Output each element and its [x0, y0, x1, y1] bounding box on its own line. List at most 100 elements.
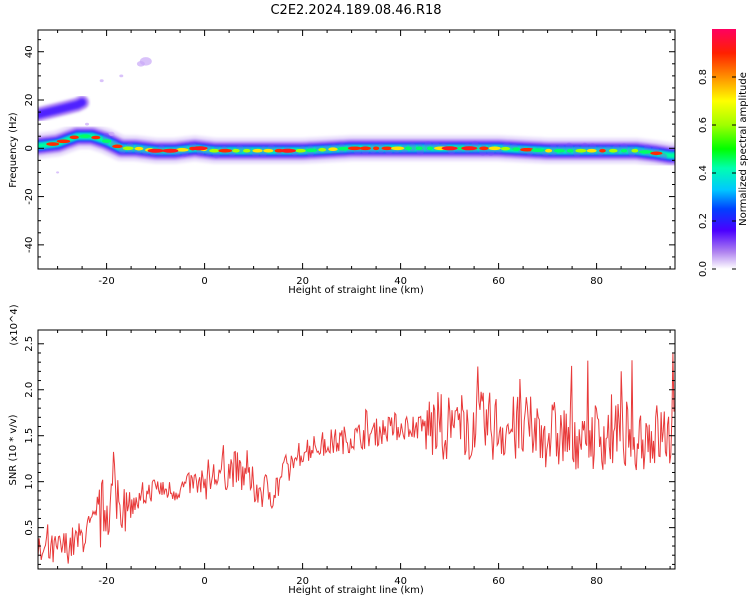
spectrogram-peak — [79, 134, 91, 139]
spectrogram-peak — [520, 147, 534, 152]
spectrogram-speck — [136, 60, 145, 67]
spectrogram-x-tick-label: 60 — [492, 276, 505, 287]
spectrogram-speck — [108, 131, 115, 136]
spectrogram-peak — [46, 142, 60, 146]
snr-y-tick-label: 2.5 — [24, 336, 35, 352]
snr-x-tick-label: 20 — [296, 576, 309, 587]
spectrogram-peak — [586, 148, 597, 153]
spectrogram-peak — [404, 146, 412, 151]
spectrogram-peak — [134, 146, 144, 151]
spectrogram-peak — [391, 146, 405, 151]
spectrogram-peak — [328, 147, 338, 152]
spectrogram-y-tick-label: -40 — [24, 237, 35, 253]
spectrogram-peak-strong — [461, 146, 478, 151]
spectrogram-peak — [252, 148, 263, 153]
spectrogram-axes: -20 0 20 40 60 80 40 20 0 -20 -40 — [24, 30, 675, 287]
spectrogram-peak — [56, 139, 71, 144]
snr-frame — [37, 329, 676, 570]
spectrogram-peak — [112, 144, 123, 149]
spectrogram-peak — [415, 146, 423, 151]
spectrogram-peak — [609, 148, 618, 153]
spectrogram-y-tick-label: 0 — [24, 145, 35, 151]
spectrogram-peak — [218, 148, 232, 153]
spectrogram-peak — [101, 139, 112, 143]
spectrogram-peak — [631, 148, 639, 153]
spectrogram-peak-strong — [162, 148, 179, 153]
spectrogram-speck — [119, 74, 124, 78]
spectrogram-peak — [295, 148, 306, 153]
snr-y-tick-label: 0.5 — [24, 520, 35, 536]
figure-title: C2E2.2024.189.08.46.R18 — [270, 3, 441, 18]
spectrogram-peak — [553, 148, 565, 153]
snr-x-tick-label: 80 — [590, 576, 603, 587]
spectrogram-x-tick-label: 80 — [590, 276, 603, 287]
colorbar-tick-label: 0.6 — [698, 117, 709, 133]
spectrogram-panel: -20 0 20 40 60 80 40 20 0 -20 -40 Height of straig… — [8, 29, 676, 296]
spectrogram-peak — [347, 146, 362, 151]
snr-panel: -20 0 20 40 60 80 0.5 1.0 1.5 2.0 2.5 Height of st… — [8, 304, 676, 596]
snr-x-tick-label: -20 — [98, 576, 114, 587]
spectrogram-blob — [212, 146, 221, 159]
snr-y-tick-label: 1.0 — [24, 474, 35, 490]
spectrogram-peak — [91, 135, 101, 140]
spectrogram-peak — [122, 146, 134, 151]
spectrogram-speck — [99, 79, 104, 83]
spectrogram-peak — [69, 135, 79, 140]
spectrogram-peak — [359, 146, 372, 151]
spectrogram-x-tick-label: -20 — [98, 276, 114, 287]
spectrogram-peak — [488, 146, 501, 151]
spectrogram-y-tick-label: -20 — [24, 188, 35, 204]
spectrogram-peak — [232, 148, 240, 153]
colorbar-tick-label: 0.2 — [698, 213, 709, 229]
spectrogram-x-tick-label: 40 — [394, 276, 407, 287]
spectrogram-peak — [243, 148, 251, 153]
spectrogram-x-label: Height of straight line (km) — [288, 285, 424, 296]
spectrogram-speck — [56, 171, 60, 174]
colorbar-ticks: 0.0 0.2 0.4 0.6 0.8 — [698, 69, 736, 277]
spectrogram-peak-strong — [147, 148, 164, 153]
spectrogram-peak — [650, 151, 663, 156]
spectrogram-peak-strong — [279, 148, 296, 153]
spectrogram-peak — [263, 148, 274, 153]
spectrogram-speck — [85, 122, 89, 126]
spectrogram-blob — [400, 144, 409, 153]
colorbar: 0.0 0.2 0.4 0.6 0.8 Normalized spectral ampl… — [698, 29, 749, 277]
snr-y-multiplier: (x10^4) — [9, 304, 20, 345]
spectrogram-peak — [638, 150, 653, 154]
spectrogram-blob — [549, 144, 558, 156]
snr-x-tick-label: 40 — [394, 576, 407, 587]
colorbar-tick-label: 0.8 — [698, 69, 709, 85]
spectrogram-blob — [377, 143, 385, 154]
snr-y-tick-label: 1.5 — [24, 428, 35, 444]
spectrogram-peak-strong — [441, 146, 458, 151]
spectrogram-y-tick-label: 20 — [24, 94, 35, 107]
spectrogram-peak — [575, 148, 587, 153]
spectrogram-upper-branch — [38, 98, 87, 119]
spectrogram-blob — [659, 153, 668, 160]
spectrogram-peak — [621, 148, 628, 153]
spectrogram-peak — [500, 146, 511, 151]
snr-x-tick-label: 60 — [492, 576, 505, 587]
spectrogram-peak — [175, 148, 189, 152]
spectrogram-peak — [337, 146, 350, 151]
spectrogram-heatmap — [38, 57, 675, 174]
colorbar-tick-label: 0.4 — [698, 165, 709, 181]
spectrogram-blob — [486, 144, 495, 156]
spectrogram-blob — [478, 144, 487, 156]
colorbar-tick-label: 0.0 — [698, 261, 709, 277]
spectrogram-blob — [259, 146, 268, 158]
spectrogram-peak-strong — [191, 146, 208, 151]
spectrogram-peak — [531, 148, 545, 153]
spectrogram-peak — [209, 148, 220, 153]
spectrogram-peak — [545, 148, 553, 153]
spectrogram-peak — [479, 146, 489, 151]
spectrogram-x-tick-label: 20 — [296, 276, 309, 287]
spectrogram-y-label: Frequency (Hz) — [8, 112, 19, 188]
snr-x-tick-label: 0 — [201, 576, 207, 587]
spectrogram-y-tick-label: 40 — [24, 45, 35, 58]
snr-y-label: SNR (10 * v/v) — [8, 414, 19, 485]
snr-y-tick-label: 2.0 — [24, 382, 35, 398]
colorbar-label: Normalized spectral amplitude — [738, 72, 749, 226]
spectrogram-peak — [305, 148, 318, 153]
